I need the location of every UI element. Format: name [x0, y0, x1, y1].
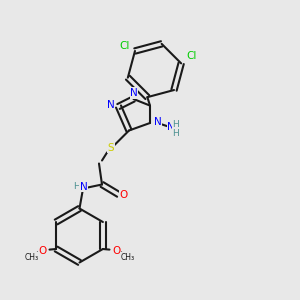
Text: O: O — [112, 245, 121, 256]
Text: O: O — [38, 245, 47, 256]
Text: N: N — [107, 100, 115, 110]
Text: O: O — [120, 190, 128, 200]
Text: S: S — [108, 143, 114, 153]
Text: CH₃: CH₃ — [25, 253, 39, 262]
Text: H: H — [74, 182, 80, 191]
Text: H: H — [172, 129, 179, 138]
Text: N: N — [80, 182, 87, 192]
Text: N: N — [130, 88, 138, 98]
Text: CH₃: CH₃ — [120, 253, 134, 262]
Text: Cl: Cl — [187, 51, 197, 61]
Text: N: N — [154, 117, 161, 128]
Text: H: H — [172, 120, 179, 129]
Text: Cl: Cl — [119, 41, 130, 52]
Text: N: N — [167, 122, 175, 133]
